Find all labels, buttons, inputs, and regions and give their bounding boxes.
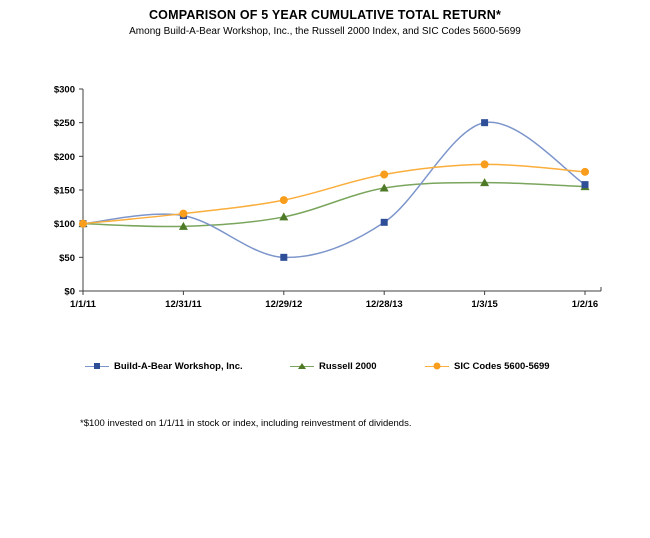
triangle-legend-swatch-icon [290,361,314,371]
y-tick-label: $100 [54,219,75,230]
chart-subtitle: Among Build-A-Bear Workshop, Inc., the R… [129,26,521,37]
y-tick-label: $250 [54,118,75,129]
circle-marker-icon [380,170,389,179]
legend-item-0: Build-A-Bear Workshop, Inc. [85,358,243,374]
series-line-2 [82,163,586,225]
y-tick-label: $300 [54,85,75,96]
y-tick-label: $0 [64,287,75,298]
series-line-1 [82,181,586,228]
circle-legend-swatch-icon [425,361,449,371]
circle-marker-icon [79,219,87,228]
y-tick-label: $200 [54,152,75,163]
y-tick-label: $50 [59,253,75,264]
x-tick-label: 12/31/11 [165,299,202,310]
x-tick-label: 1/1/11 [70,299,97,310]
x-tick-label: 1/2/16 [572,299,598,310]
x-tick-label: 12/28/13 [366,299,403,310]
triangle-marker-icon [379,183,389,192]
legend-item-1: Russell 2000 [290,358,377,374]
circle-marker-icon [179,209,188,218]
x-tick-label: 12/29/12 [265,299,302,310]
square-marker-icon [380,218,388,226]
x-tick-label: 1/3/15 [471,299,498,310]
legend-item-2: SIC Codes 5600-5699 [425,358,550,374]
triangle-marker-icon [279,212,289,221]
square-marker-icon [581,181,589,189]
circle-marker-icon [581,167,589,176]
square-marker-icon [481,119,489,127]
legend-label: Build-A-Bear Workshop, Inc. [114,360,243,372]
chart-title: COMPARISON OF 5 YEAR CUMULATIVE TOTAL RE… [148,8,502,22]
chart-legend: Build-A-Bear Workshop, Inc. Russell 2000 S… [0,358,650,378]
legend-label: Russell 2000 [319,360,377,372]
triangle-marker-icon [178,221,188,230]
y-tick-label: $150 [54,186,75,197]
legend-label: SIC Codes 5600-5699 [454,360,550,372]
triangle-marker-icon [480,178,490,187]
line-chart: $0 $50 $100 $150 $200 $250 $300 1/1/11 12/31/11 1… [54,85,602,310]
square-legend-swatch-icon [85,361,109,371]
circle-marker-icon [279,196,288,205]
chart-footnote: *$100 invested on 1/1/11 in stock or ind… [80,418,412,429]
series-line-0 [82,121,586,259]
circle-marker-icon [480,160,489,169]
square-marker-icon [280,253,288,261]
